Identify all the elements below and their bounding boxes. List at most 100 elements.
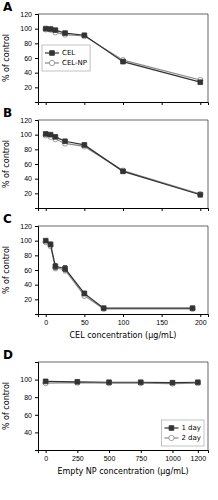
legend-label: CEL-NP bbox=[62, 59, 87, 67]
legend: CELCEL-NP bbox=[42, 45, 90, 71]
y-tick-mark bbox=[35, 149, 38, 150]
point bbox=[82, 33, 87, 38]
x-axis-line bbox=[39, 103, 209, 106]
point bbox=[170, 380, 175, 385]
x-tick-mark bbox=[84, 102, 85, 105]
error-bar bbox=[63, 266, 67, 272]
point bbox=[53, 28, 58, 33]
x-tick-mark bbox=[162, 102, 163, 105]
error-bar bbox=[53, 265, 57, 271]
point bbox=[121, 59, 126, 64]
plot-area bbox=[43, 132, 203, 198]
x-axis-line bbox=[39, 209, 209, 212]
y-tick-mark bbox=[35, 193, 38, 194]
y-tick-mark bbox=[35, 226, 38, 227]
y-tick: 60 bbox=[24, 267, 38, 274]
y-tick-mark bbox=[35, 285, 38, 286]
y-tick: 60 bbox=[24, 161, 38, 168]
y-tick-mark bbox=[35, 270, 38, 271]
y-axis-label: % of control bbox=[2, 246, 11, 294]
point bbox=[170, 381, 175, 386]
series bbox=[43, 27, 203, 83]
legend-marker bbox=[169, 426, 174, 431]
legend-box bbox=[42, 45, 90, 71]
x-tick bbox=[200, 102, 201, 105]
point bbox=[101, 306, 106, 311]
y-axis-line bbox=[35, 121, 39, 209]
series bbox=[43, 379, 200, 385]
y-tick-mark bbox=[35, 43, 38, 44]
y-tick-mark bbox=[35, 299, 38, 300]
y-tick: 120 bbox=[20, 11, 38, 18]
x-tick-mark bbox=[46, 208, 47, 211]
y-tick-label: 100 bbox=[20, 131, 32, 138]
point bbox=[190, 306, 195, 311]
x-tick: 250 bbox=[72, 450, 84, 462]
point bbox=[101, 306, 106, 311]
x-tick bbox=[84, 102, 85, 105]
x-tick-mark bbox=[198, 450, 199, 453]
error-bar bbox=[63, 267, 67, 273]
x-tick-label: 0 bbox=[44, 319, 48, 326]
x-tick-label: 150 bbox=[156, 319, 168, 326]
y-tick: 100 bbox=[20, 131, 38, 138]
y-tick-label: 40 bbox=[24, 69, 32, 76]
y-tick-label: 60 bbox=[24, 267, 32, 274]
y-tick-mark bbox=[35, 135, 38, 136]
x-tick bbox=[162, 208, 163, 211]
line bbox=[46, 135, 201, 194]
legend-item: 2 day bbox=[164, 434, 201, 442]
y-tick-mark bbox=[35, 397, 38, 398]
error-bar bbox=[53, 263, 57, 269]
series bbox=[43, 26, 202, 84]
y-tick-mark bbox=[35, 14, 38, 15]
x-tick bbox=[46, 102, 47, 105]
x-axis bbox=[39, 102, 209, 105]
y-axis: 20406080100120 bbox=[20, 223, 38, 315]
y-tick-mark bbox=[35, 73, 38, 74]
y-tick: 80 bbox=[24, 146, 38, 153]
point bbox=[48, 242, 53, 247]
y-tick-label: 120 bbox=[20, 223, 32, 230]
point bbox=[43, 238, 48, 243]
plot-area bbox=[43, 26, 203, 84]
x-tick bbox=[84, 208, 85, 211]
series bbox=[43, 132, 202, 198]
x-tick-mark bbox=[109, 450, 110, 453]
frame-right bbox=[208, 226, 209, 314]
error-bar bbox=[44, 132, 48, 135]
y-tick: 40 bbox=[24, 175, 38, 182]
x-tick-mark bbox=[123, 314, 124, 317]
point bbox=[43, 26, 48, 31]
x-axis: 025050075010001200 bbox=[39, 450, 209, 462]
x-tick-mark bbox=[141, 450, 142, 453]
y-tick: 100 bbox=[20, 376, 38, 383]
point bbox=[63, 139, 68, 144]
y-tick: 40 bbox=[24, 69, 38, 76]
x-tick bbox=[46, 208, 47, 211]
frame-top bbox=[38, 362, 208, 363]
y-tick: 60 bbox=[24, 412, 38, 419]
y-tick: 80 bbox=[24, 252, 38, 259]
line bbox=[46, 242, 193, 309]
error-bar bbox=[63, 140, 67, 143]
panel-label: C bbox=[3, 212, 12, 226]
y-tick-mark bbox=[35, 432, 38, 433]
x-tick: 1200 bbox=[191, 450, 207, 462]
panel-label: B bbox=[3, 106, 12, 120]
x-tick: 50 bbox=[81, 314, 89, 326]
y-tick-mark bbox=[35, 58, 38, 59]
y-axis-line bbox=[35, 227, 39, 315]
y-tick-mark bbox=[35, 29, 38, 30]
x-tick bbox=[123, 208, 124, 211]
error-bar bbox=[121, 60, 125, 64]
x-tick-mark bbox=[200, 208, 201, 211]
x-tick: 500 bbox=[104, 450, 116, 462]
error-bar bbox=[82, 143, 86, 147]
point bbox=[198, 191, 203, 196]
frame-right bbox=[208, 14, 209, 102]
x-tick-label: 250 bbox=[72, 455, 84, 462]
y-tick-mark bbox=[35, 120, 38, 121]
x-tick: 0 bbox=[44, 314, 48, 326]
point bbox=[43, 132, 48, 137]
